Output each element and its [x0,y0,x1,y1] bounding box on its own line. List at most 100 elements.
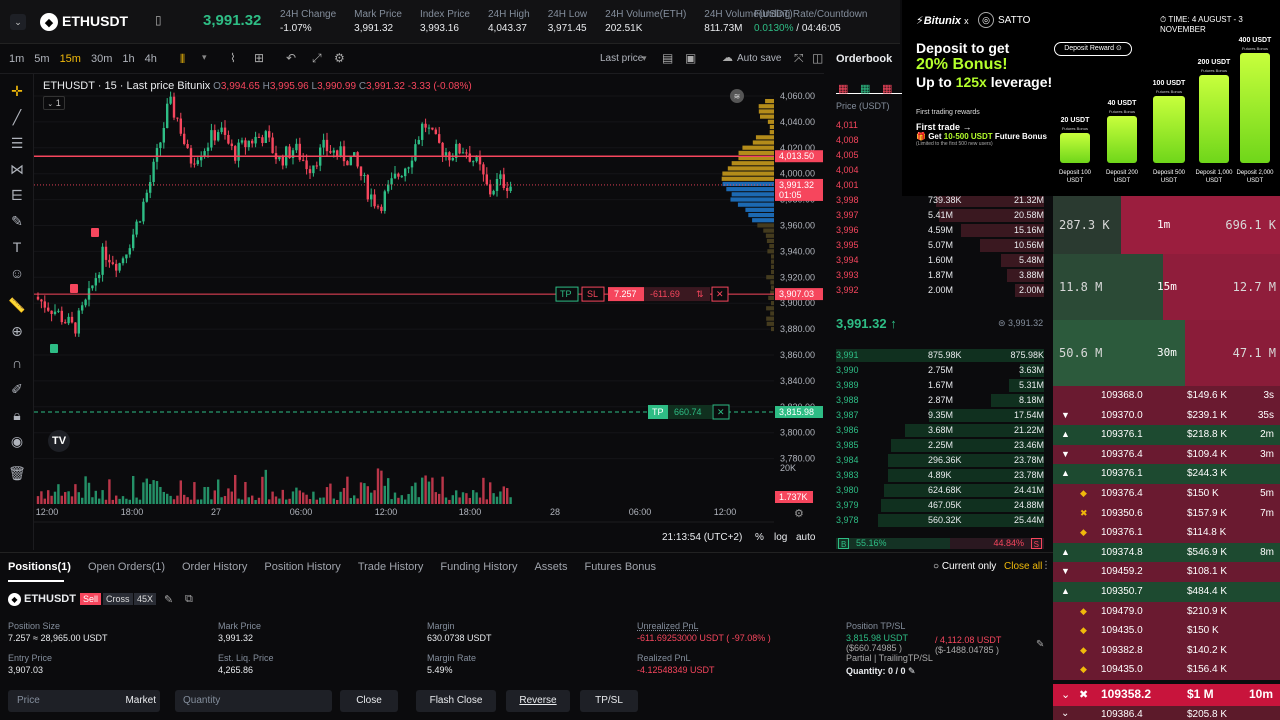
fib-icon[interactable]: ⋿ [10,186,24,203]
volume-bar [206,486,210,504]
timeframe-5m[interactable]: 5m [34,53,50,65]
bid-row[interactable]: 3,991 875.98K 875.98K [836,348,1044,363]
deposit-reward-button[interactable]: Deposit Reward ⊙ [1054,42,1132,56]
text-icon[interactable]: T [12,239,22,255]
price-source-select[interactable]: Last price [600,53,644,64]
ask-row[interactable]: 3,993 1.87M 3.88M [836,268,1044,283]
brush-icon[interactable]: ✎ [11,212,23,229]
comment-icon[interactable]: ▤ [662,51,674,65]
info-icon[interactable]: ▯ [155,13,162,27]
chart-settings-icon[interactable]: ⚙ [794,508,804,520]
close-quantity-input[interactable]: Quantity [175,690,332,712]
market-label[interactable]: Market [125,695,156,706]
auto-save-label[interactable]: Auto save [737,53,782,64]
positions-tab-3[interactable]: Position History [264,561,341,573]
ask-row[interactable]: 3,996 4.59M 15.16M [836,223,1044,238]
tpsl-button[interactable]: TP/SL [580,690,638,712]
magnet-icon[interactable]: ∩ [11,355,23,371]
ask-row[interactable]: 3,995 5.07M 10.56M [836,238,1044,253]
settings-icon[interactable]: ⚙ [334,51,345,65]
depth-bar [884,484,1044,497]
flash-close-button[interactable]: Flash Close [416,690,496,712]
positions-tab-0[interactable]: Positions(1) [8,561,71,573]
timeframe-30m[interactable]: 30m [90,53,113,65]
alert-icon[interactable]: ▣ [685,51,697,65]
candle [434,129,437,135]
reverse-button[interactable]: Reverse [506,690,570,712]
pattern-icon[interactable]: ⋈ [10,160,24,177]
close-all-button[interactable]: Close all [1004,561,1043,572]
positions-tab-6[interactable]: Assets [534,561,568,573]
horizontal-lines-icon[interactable]: ☰ [10,134,24,151]
symbol-title[interactable]: ETHUSDT [62,13,129,29]
camera-icon[interactable]: ◫ [812,51,824,65]
ask-row[interactable]: 3,994 1.60M 5.48M [836,253,1044,268]
timeframe-4h[interactable]: 4h [144,53,157,65]
edit-tpsl-icon[interactable]: ✎ [1036,639,1045,650]
go-to-realtime-icon[interactable]: ≋ [730,89,744,103]
depth-bar [939,209,1044,222]
bid-row[interactable]: 3,983 4.89K 23.78M [836,468,1044,483]
bid-row[interactable]: 3,988 2.87M 8.18M [836,393,1044,408]
indicator-toggle[interactable]: ⌄ 1 [43,96,65,110]
bids-view-icon[interactable]: ▦ [860,83,871,95]
indicators-icon[interactable]: ⌇ [230,51,236,65]
scale-auto[interactable]: auto [796,532,816,543]
positions-tab-4[interactable]: Trade History [357,561,424,573]
bid-row[interactable]: 3,990 2.75M 3.63M [836,363,1044,378]
pos-tp-label: TP [560,289,572,299]
lock-icon[interactable]: 🔒︎ [13,406,21,423]
bid-row[interactable]: 3,987 9.35M 17.54M [836,408,1044,423]
promo-banner[interactable]: ⚡Bitunix x ◎ SATTO ⏱ TIME: 4 AUGUST - 3 … [902,0,1280,196]
ask-row[interactable]: 3,992 2.00M 2.00M [836,283,1044,298]
bid-row[interactable]: 3,985 2.25M 23.46M [836,438,1044,453]
time-tick: 18:00 [459,507,482,517]
candle-type-icon[interactable]: ⫴ [180,52,186,66]
timeframe-1m[interactable]: 1m [9,53,25,65]
bid-row[interactable]: 3,980 624.68K 24.41M [836,483,1044,498]
timeframe-15m[interactable]: 15m [59,53,81,65]
positions-tab-2[interactable]: Order History [181,561,248,573]
scale-percent[interactable]: % [755,532,764,543]
both-view-icon[interactable]: ▦ [838,83,849,95]
bid-row[interactable]: 3,984 296.36K 23.78M [836,453,1044,468]
zoom-icon[interactable]: ⊕ [11,322,23,339]
chevron-down-icon[interactable]: ▾ [642,53,647,63]
bid-row[interactable]: 3,978 560.32K 25.44M [836,513,1044,528]
share-icon[interactable]: ⧉ [185,593,193,605]
fullscreen-icon[interactable]: ⤢ [312,51,322,65]
scale-log[interactable]: log [774,532,788,543]
emoji-icon[interactable]: ☺ [9,265,25,281]
positions-tab-5[interactable]: Funding History [440,561,518,573]
bid-row[interactable]: 3,989 1.67M 5.31M [836,378,1044,393]
trend-line-icon[interactable]: ╱ [12,108,22,125]
current-only-toggle[interactable]: ○ Current only [933,561,997,572]
partial-tpsl[interactable]: Partial | TrailingTP/SL [846,653,933,663]
trash-icon[interactable]: 🗑︎ [8,464,26,481]
chevron-down-icon[interactable]: ▾ [202,52,207,62]
timeframe-1h[interactable]: 1h [122,53,135,65]
candle [461,152,465,154]
undo-icon[interactable]: ↶ [286,51,297,65]
close-button[interactable]: Close [340,690,398,712]
ask-row[interactable]: 3,997 5.41M 20.58M [836,208,1044,223]
expand-icon[interactable]: ⤧ [794,51,804,65]
positions-tab-1[interactable]: Open Orders(1) [87,561,165,573]
orderbook-title[interactable]: Orderbook [836,53,893,65]
close-price-input[interactable]: Price Market [8,690,160,712]
ask-row[interactable]: 3,998 739.38K 21.32M [836,193,1044,208]
eye-icon[interactable]: ◉ [10,432,24,449]
edit-icon[interactable]: ✎ [164,594,174,606]
ruler-icon[interactable]: 📏 [8,296,26,313]
price-chart[interactable]: 4,060.004,040.004,020.004,000.003,980.00… [34,74,824,550]
crosshair-icon[interactable]: ✛ [11,82,23,99]
bid-row[interactable]: 3,979 467.05K 24.88M [836,498,1044,513]
collapse-icon[interactable]: ⌄ [10,14,26,30]
positions-tab-7[interactable]: Futures Bonus [584,561,657,573]
layout-icon[interactable]: ⊞ [254,51,265,65]
asks-view-icon[interactable]: ▦ [882,83,893,95]
lock-draw-icon[interactable]: ✐ [11,380,23,397]
volume-profile-bar [758,104,774,109]
more-icon[interactable]: ⋮ [1041,560,1051,571]
bid-row[interactable]: 3,986 3.68M 21.22M [836,423,1044,438]
